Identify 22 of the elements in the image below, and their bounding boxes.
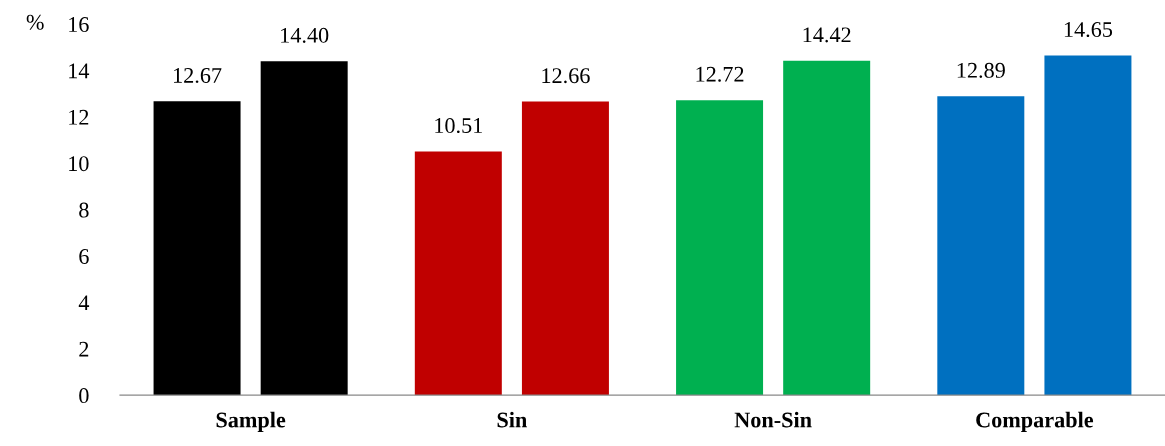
data-label: 12.72 xyxy=(696,66,744,82)
y-tick-label: 8 xyxy=(79,202,89,218)
y-tick-label: 0 xyxy=(79,388,89,404)
data-label: 14.42 xyxy=(803,27,851,43)
y-axis-title: % xyxy=(26,14,44,30)
data-label: 12.89 xyxy=(957,62,1005,78)
y-tick-label: 2 xyxy=(79,341,89,357)
x-tick-label: Non-Sin xyxy=(734,411,812,428)
data-label: 12.66 xyxy=(542,68,590,84)
y-tick-label: 14 xyxy=(69,63,90,79)
x-tick-label: Sin xyxy=(497,411,527,428)
y-tick-label: 16 xyxy=(69,17,89,33)
y-tick-label: 4 xyxy=(78,295,90,311)
y-tick-label: 10 xyxy=(69,156,89,172)
x-tick-label: Sample xyxy=(216,411,286,432)
data-label: 10.51 xyxy=(435,118,482,134)
y-tick-label: 6 xyxy=(79,249,89,264)
data-label: 12.67 xyxy=(174,67,222,84)
x-tick-label: Comparable xyxy=(976,411,1094,432)
data-label: 14.65 xyxy=(1064,22,1113,38)
y-tick-label: 12 xyxy=(69,109,89,125)
data-label: 14.40 xyxy=(281,27,329,43)
